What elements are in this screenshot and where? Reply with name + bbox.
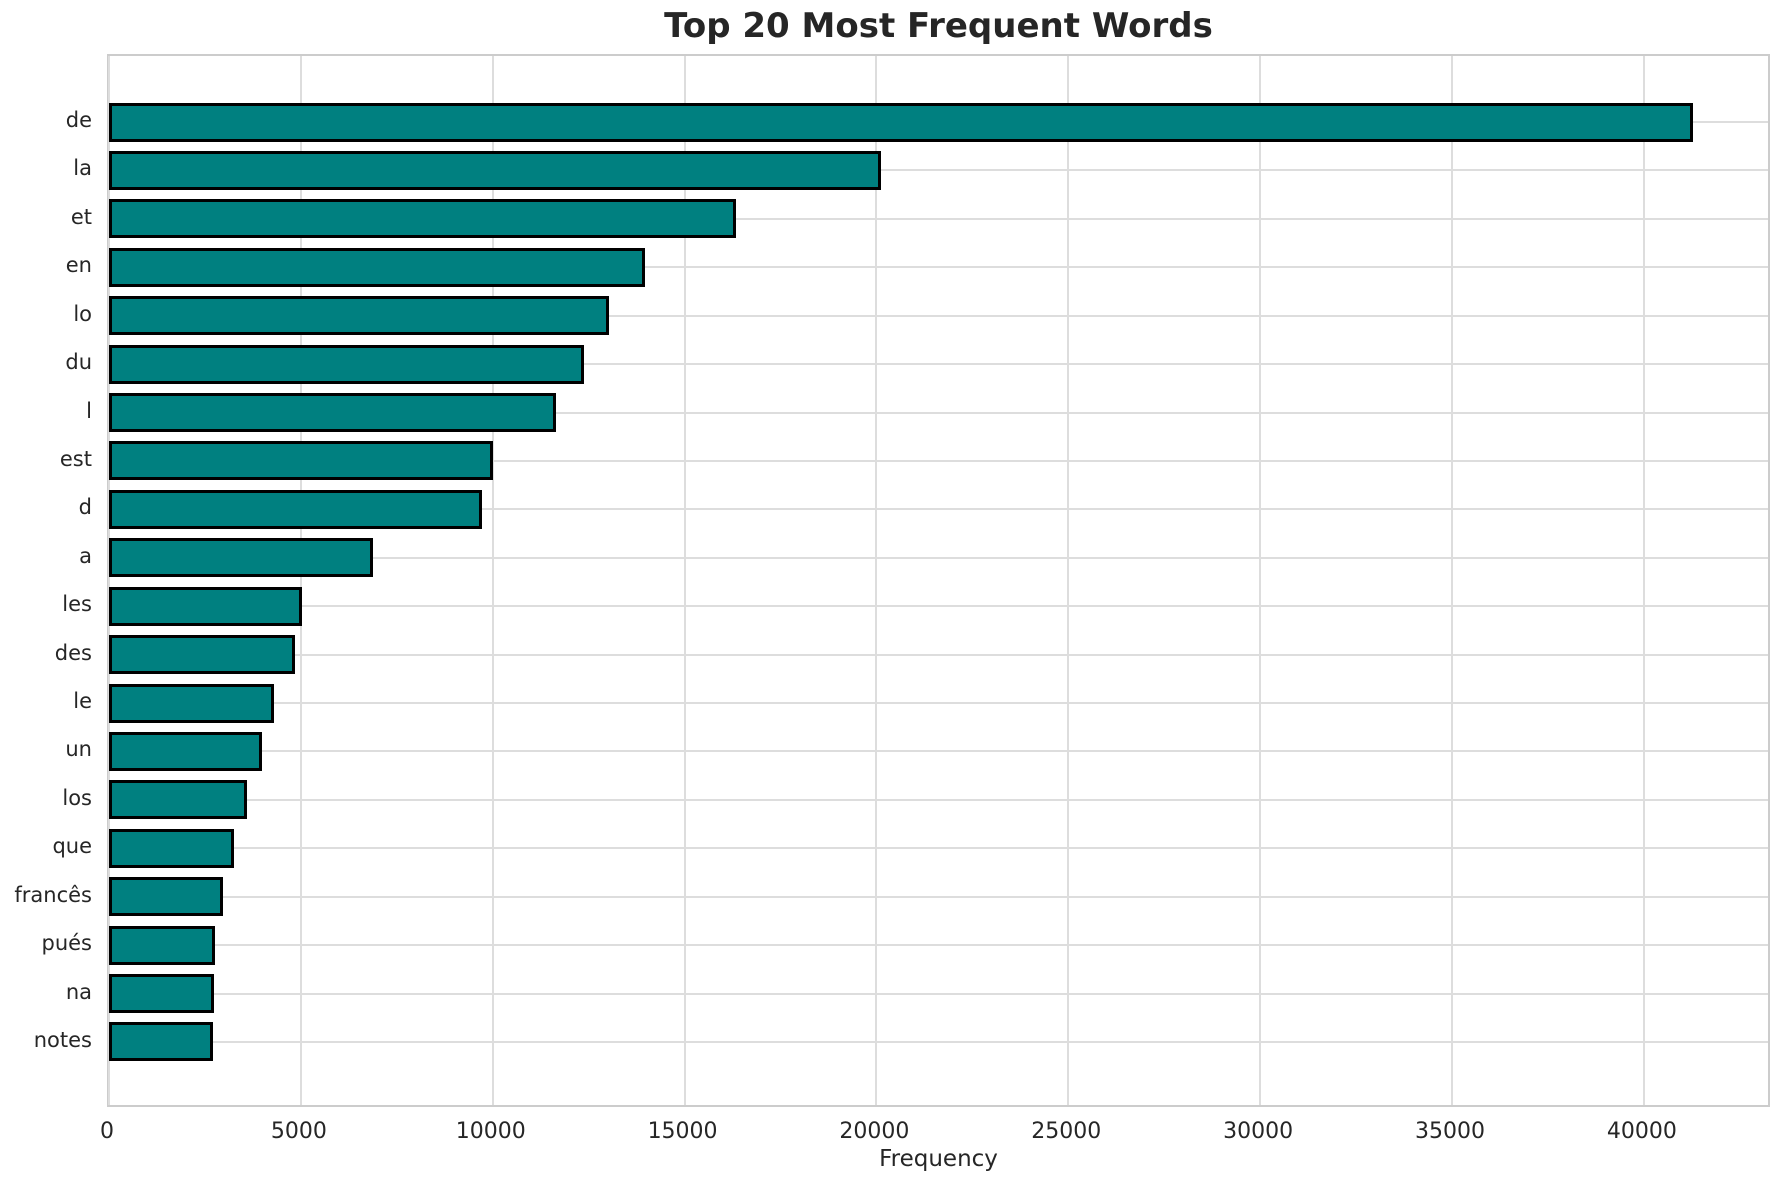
bar-pués [109,925,215,965]
bar-de [109,102,1693,142]
bar-los [109,780,247,820]
y-tick-label-na: na [65,979,92,1004]
gridline-y-los [109,798,1768,801]
x-tick-label-15000: 15000 [647,1119,718,1144]
bar-na [109,974,214,1014]
gridline-y-en [109,266,1768,269]
y-tick-label-l: l [86,398,92,423]
gridline-y-le [109,702,1768,705]
bar-d [109,489,482,529]
gridline-y-na [109,992,1768,995]
gridline-x-10000 [491,56,494,1105]
y-tick-label-la: la [73,156,92,181]
x-tick-label-0: 0 [100,1119,114,1144]
y-tick-label-du: du [65,350,92,375]
y-tick-label-les: les [62,592,92,617]
bar-un [109,731,262,771]
gridline-x-30000 [1259,56,1262,1105]
gridline-x-0 [108,56,110,1105]
plot-area [107,54,1770,1107]
y-tick-label-notes: notes [33,1027,92,1052]
x-tick-label-20000: 20000 [839,1119,910,1144]
x-axis-label: Frequency [879,1146,998,1172]
y-tick-label-le: le [73,689,92,714]
bar-francês [109,877,223,917]
bar-est [109,441,493,481]
gridline-y-et [109,217,1768,220]
y-tick-label-francês: francês [14,882,92,907]
gridline-y-a [109,556,1768,559]
gridline-y-des [109,653,1768,656]
y-tick-label-et: et [70,204,92,229]
gridline-y-l [109,411,1768,414]
gridline-y-d [109,508,1768,511]
bar-a [109,538,373,578]
bar-le [109,683,274,723]
gridline-y-la [109,169,1768,172]
y-tick-label-de: de [65,108,92,132]
gridline-y-francês [109,895,1768,898]
x-tick-label-30000: 30000 [1223,1119,1294,1144]
bar-que [109,828,234,868]
gridline-x-40000 [1642,56,1645,1105]
gridline-y-un [109,750,1768,753]
gridline-y-du [109,363,1768,366]
y-tick-label-est: est [59,446,92,471]
bar-la [109,150,881,190]
bar-en [109,247,645,287]
gridline-x-35000 [1450,56,1453,1105]
x-tick-label-10000: 10000 [455,1119,526,1144]
gridline-y-les [109,605,1768,608]
bar-les [109,586,302,626]
y-tick-label-los: los [62,785,92,810]
gridline-y-pués [109,944,1768,947]
chart-title: Top 20 Most Frequent Words [664,6,1213,46]
gridline-x-25000 [1067,56,1070,1105]
bar-des [109,635,295,675]
gridline-x-5000 [299,56,302,1105]
y-tick-label-lo: lo [73,301,92,326]
y-tick-label-un: un [65,737,92,762]
x-tick-label-40000: 40000 [1606,1119,1677,1144]
x-tick-label-35000: 35000 [1414,1119,1485,1144]
y-tick-label-en: en [65,253,92,278]
y-tick-label-pués: pués [41,931,92,956]
x-tick-label-5000: 5000 [270,1119,327,1144]
gridline-x-15000 [683,56,686,1105]
x-tick-label-25000: 25000 [1031,1119,1102,1144]
gridline-y-lo [109,314,1768,317]
bar-et [109,199,736,239]
gridline-y-notes [109,1040,1768,1043]
gridline-y-est [109,459,1768,462]
y-tick-label-a: a [79,543,92,568]
bar-du [109,344,584,384]
y-tick-label-que: que [52,834,92,859]
bar-lo [109,296,609,336]
y-tick-label-des: des [54,640,92,665]
bar-l [109,393,556,433]
y-tick-label-d: d [78,495,92,520]
gridline-x-20000 [875,56,878,1105]
gridline-y-que [109,847,1768,850]
bar-notes [109,1022,213,1062]
